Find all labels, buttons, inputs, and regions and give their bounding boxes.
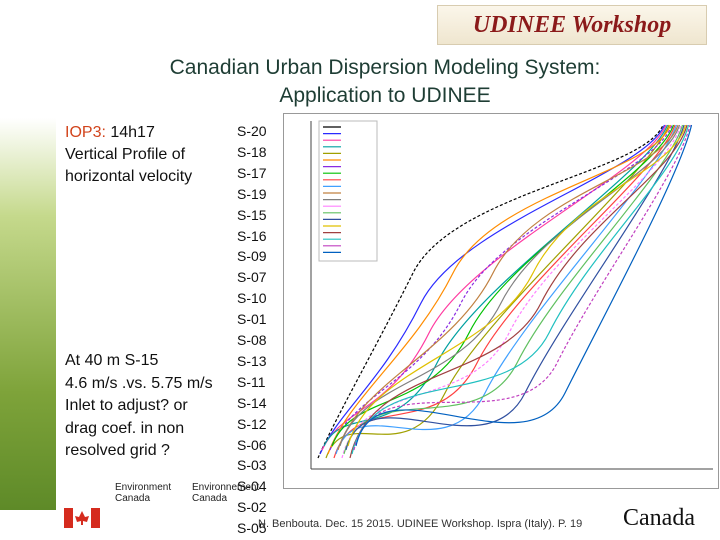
profile-curve — [353, 124, 691, 451]
note-line: 4.6 m/s .vs. 5.75 m/s — [65, 374, 213, 392]
sensor-label: S-14 — [237, 394, 267, 411]
wordmark: Canada — [623, 505, 695, 531]
curves — [317, 124, 693, 459]
dept-line: Environnement — [192, 482, 260, 493]
citation: N. Benbouta. Dec. 15 2015. UDINEE Worksh… — [258, 518, 583, 530]
label: IOP3: — [65, 124, 106, 141]
sensor-label: S-03 — [237, 457, 267, 474]
side-bar — [0, 118, 56, 510]
flag-band — [64, 508, 73, 528]
profile-curve — [343, 124, 684, 455]
sensor-label: S-15 — [237, 206, 267, 223]
note-line: drag coef. in non — [65, 419, 185, 437]
sensor-label: S-12 — [237, 415, 267, 432]
text-line: Vertical Profile of — [65, 146, 186, 163]
profile-chart — [283, 113, 719, 489]
sensor-label: S-07 — [237, 269, 267, 286]
case-label: IOP3: 14h17 — [65, 124, 155, 142]
profile-curve — [337, 124, 679, 451]
profile-curve — [351, 124, 690, 455]
profile-curve — [317, 124, 664, 459]
sensor-label: S-08 — [237, 332, 267, 348]
sensor-label: S-13 — [237, 352, 267, 369]
dept-line: Canada — [192, 493, 228, 504]
title: Application to UDINEE — [279, 84, 491, 107]
sensor-label: S-06 — [237, 436, 267, 453]
profile-curve — [339, 124, 681, 447]
note-line: Inlet to adjust? or — [65, 397, 188, 414]
note-line: resolved grid ? — [65, 442, 170, 459]
profile-curve — [329, 124, 673, 451]
maple-leaf — [75, 511, 89, 525]
profile-curve — [355, 124, 693, 447]
sensor-label: S-18 — [237, 143, 267, 160]
sensor-label: S-10 — [237, 290, 267, 307]
profile-curve — [327, 124, 672, 455]
profile-curve — [325, 124, 670, 459]
sensor-label: S-17 — [237, 164, 267, 181]
sensor-label: S-02 — [237, 499, 267, 516]
sensor-label: S-04 — [237, 478, 267, 495]
time: 14h17 — [110, 124, 155, 141]
profile-curve — [347, 124, 687, 447]
text-line: horizontal velocity — [65, 168, 193, 185]
flag-band — [91, 508, 100, 528]
dept-en: Environment Canada — [115, 482, 171, 504]
sensor-label: S-16 — [237, 227, 267, 244]
dept-line: Canada — [115, 493, 151, 504]
sensor-label: S-20 — [237, 123, 267, 139]
profile-curve — [349, 124, 688, 459]
sensor-label: S-01 — [237, 311, 267, 328]
sensor-label: S-05 — [237, 520, 267, 537]
dept-line: Environment — [115, 482, 172, 493]
flag — [64, 508, 100, 528]
sensor-label: S-19 — [237, 185, 267, 202]
sensor-label: S-11 — [237, 373, 266, 390]
note-line: At 40 m S-15 — [65, 352, 159, 369]
title: Canadian Urban Dispersion Modeling Syste… — [169, 56, 601, 79]
profile-curve — [323, 124, 669, 447]
dept-fr: Environnement Canada — [192, 482, 259, 504]
banner: UDINEE Workshop — [437, 5, 707, 45]
profile-curve — [335, 124, 678, 455]
legend-box — [318, 120, 378, 262]
sensor-label: S-09 — [237, 248, 267, 265]
profile-curve — [345, 124, 685, 451]
